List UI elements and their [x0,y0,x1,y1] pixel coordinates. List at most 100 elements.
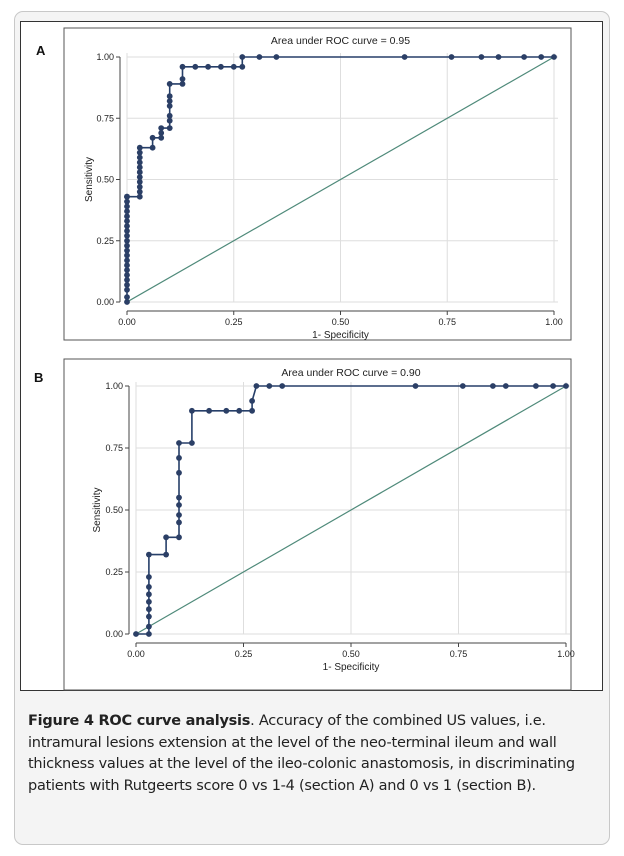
y-tick-label: 1.00 [105,381,123,391]
roc-point [176,519,182,526]
y-tick-label: 0.25 [96,236,114,246]
roc-point [124,203,130,210]
roc-point [273,54,280,60]
roc-point [179,81,186,87]
roc-point [550,383,556,389]
roc-point [124,257,130,264]
roc-point [166,93,173,100]
roc-point [124,218,130,225]
x-tick-label: 0.25 [235,649,253,659]
chart-title: Area under ROC curve = 0.90 [281,367,420,379]
x-tick-label: 0.25 [225,317,243,327]
roc-point [124,193,130,200]
roc-point [146,613,152,620]
roc-point [149,144,156,151]
y-tick-label: 0.50 [96,175,114,185]
roc-point [189,407,195,414]
roc-point [179,76,186,82]
roc-point [223,407,230,414]
roc-point [166,112,173,119]
roc-point [176,502,182,508]
roc-point [163,551,170,558]
figure-caption-text: . Accuracy of the combined US values, i.… [28,713,575,794]
roc-point [146,623,152,630]
roc-point [192,63,199,70]
roc-point [249,398,256,404]
roc-point [206,407,213,414]
figure-caption: Figure 4 ROC curve analysis. Accuracy of… [28,711,598,797]
roc-point [495,54,502,60]
roc-point [124,262,130,269]
x-tick-label: 0.50 [332,317,350,327]
roc-point [136,188,143,195]
roc-point [478,54,485,60]
plot-frame [63,358,572,691]
roc-point [124,208,130,215]
roc-point [136,169,143,176]
roc-point [124,299,130,305]
y-axis-label: Sensitivity [84,157,95,202]
roc-point [176,469,182,476]
roc-point [538,54,545,60]
roc-point [176,534,182,541]
panel-b-label: B [34,370,44,385]
y-tick-label: 0.75 [96,113,114,123]
roc-point [205,63,212,70]
roc-point [166,103,173,109]
roc-point [136,154,143,161]
roc-point [124,213,130,220]
roc-point [158,134,165,141]
roc-point [124,272,130,278]
y-tick-label: 1.00 [96,52,114,62]
roc-point [146,584,152,590]
roc-point [136,179,143,185]
roc-point [146,551,152,558]
roc-point [124,286,130,293]
x-tick-label: 0.75 [438,317,456,327]
roc-point [136,164,143,171]
roc-point [124,247,130,254]
chart-title: Area under ROC curve = 0.95 [271,35,410,47]
roc-point [124,294,130,300]
roc-point [459,383,466,389]
roc-point [236,407,243,414]
roc-chart-b: 0.00 0.25 0.50 0.75 1.00 0.00 0.25 0.50 0.75 1.00… [63,358,575,691]
roc-point [124,267,130,273]
roc-point [124,252,130,259]
roc-point [124,282,130,288]
x-tick-label: 1.00 [545,317,563,327]
roc-point [124,237,130,244]
roc-point [136,193,143,200]
roc-point [401,54,408,60]
roc-point [412,383,419,389]
roc-point [124,223,130,230]
y-tick-label: 0.25 [105,567,123,577]
roc-point [146,606,152,613]
x-tick-label: 1.00 [557,649,575,659]
roc-point [176,512,182,518]
x-tick-label: 0.75 [450,649,468,659]
roc-chart-a: 0.00 0.25 0.50 0.75 1.00 0.00 0.25 0.50 0.75 1.00… [63,27,572,341]
y-tick-label: 0.00 [96,297,114,307]
x-axis-label: 1- Specificity [312,330,369,341]
roc-point [533,383,539,389]
roc-point [218,63,224,70]
roc-point [136,144,143,151]
y-tick-label: 0.75 [105,443,123,453]
x-tick-label: 0.00 [127,649,145,659]
roc-point [166,117,173,124]
roc-point [149,134,156,141]
roc-point [146,598,152,605]
y-tick-label: 0.00 [105,629,123,639]
roc-point [166,98,173,104]
plot-frame [63,27,572,341]
y-tick-label: 0.50 [105,505,123,515]
x-axis-label: 1- Specificity [323,662,380,673]
roc-point [490,383,496,389]
roc-point [124,198,130,205]
roc-point [124,228,130,234]
roc-point [448,54,455,60]
roc-point [256,54,263,60]
x-tick-label: 0.00 [118,317,136,327]
roc-point [239,63,246,70]
